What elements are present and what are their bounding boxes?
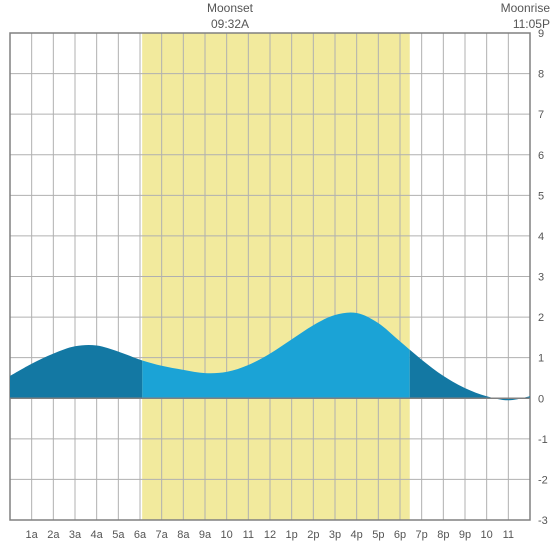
svg-text:9a: 9a — [199, 529, 212, 541]
svg-text:2p: 2p — [307, 529, 319, 541]
svg-text:8: 8 — [538, 69, 544, 81]
svg-text:12: 12 — [264, 529, 276, 541]
svg-text:2a: 2a — [47, 529, 60, 541]
svg-text:2: 2 — [538, 312, 544, 324]
svg-text:5: 5 — [538, 190, 544, 202]
svg-text:8p: 8p — [437, 529, 449, 541]
svg-text:4a: 4a — [91, 529, 104, 541]
moonrise-label: Moonrise 11:05P — [488, 1, 550, 32]
svg-text:3: 3 — [538, 272, 544, 284]
svg-text:1: 1 — [538, 353, 544, 365]
tide-chart: Moonset 09:32A Moonrise 11:05P -3-2-1012… — [0, 0, 550, 550]
svg-text:5p: 5p — [372, 529, 384, 541]
svg-text:-2: -2 — [538, 474, 548, 486]
svg-text:8a: 8a — [177, 529, 190, 541]
svg-text:10: 10 — [221, 529, 233, 541]
moonset-time: 09:32A — [211, 17, 249, 31]
moonrise-title: Moonrise — [501, 1, 550, 15]
chart-svg: -3-2-101234567891a2a3a4a5a6a7a8a9a101112… — [0, 0, 550, 550]
svg-text:6a: 6a — [134, 529, 147, 541]
svg-text:9p: 9p — [459, 529, 471, 541]
moonset-title: Moonset — [207, 1, 253, 15]
svg-text:1p: 1p — [286, 529, 298, 541]
svg-text:7a: 7a — [156, 529, 169, 541]
svg-text:6: 6 — [538, 150, 544, 162]
svg-text:-3: -3 — [538, 515, 548, 527]
svg-text:11: 11 — [503, 529, 514, 541]
svg-text:7p: 7p — [416, 529, 428, 541]
svg-text:11: 11 — [243, 529, 254, 541]
moonset-label: Moonset 09:32A — [190, 1, 270, 32]
svg-text:6p: 6p — [394, 529, 406, 541]
svg-text:-1: -1 — [538, 434, 548, 446]
svg-text:7: 7 — [538, 109, 544, 121]
svg-text:0: 0 — [538, 393, 544, 405]
svg-text:1a: 1a — [26, 529, 39, 541]
svg-text:4p: 4p — [351, 529, 363, 541]
svg-text:3p: 3p — [329, 529, 341, 541]
svg-text:4: 4 — [538, 231, 544, 243]
svg-text:3a: 3a — [69, 529, 82, 541]
svg-text:5a: 5a — [112, 529, 125, 541]
moonrise-time: 11:05P — [513, 17, 550, 31]
svg-text:10: 10 — [481, 529, 493, 541]
